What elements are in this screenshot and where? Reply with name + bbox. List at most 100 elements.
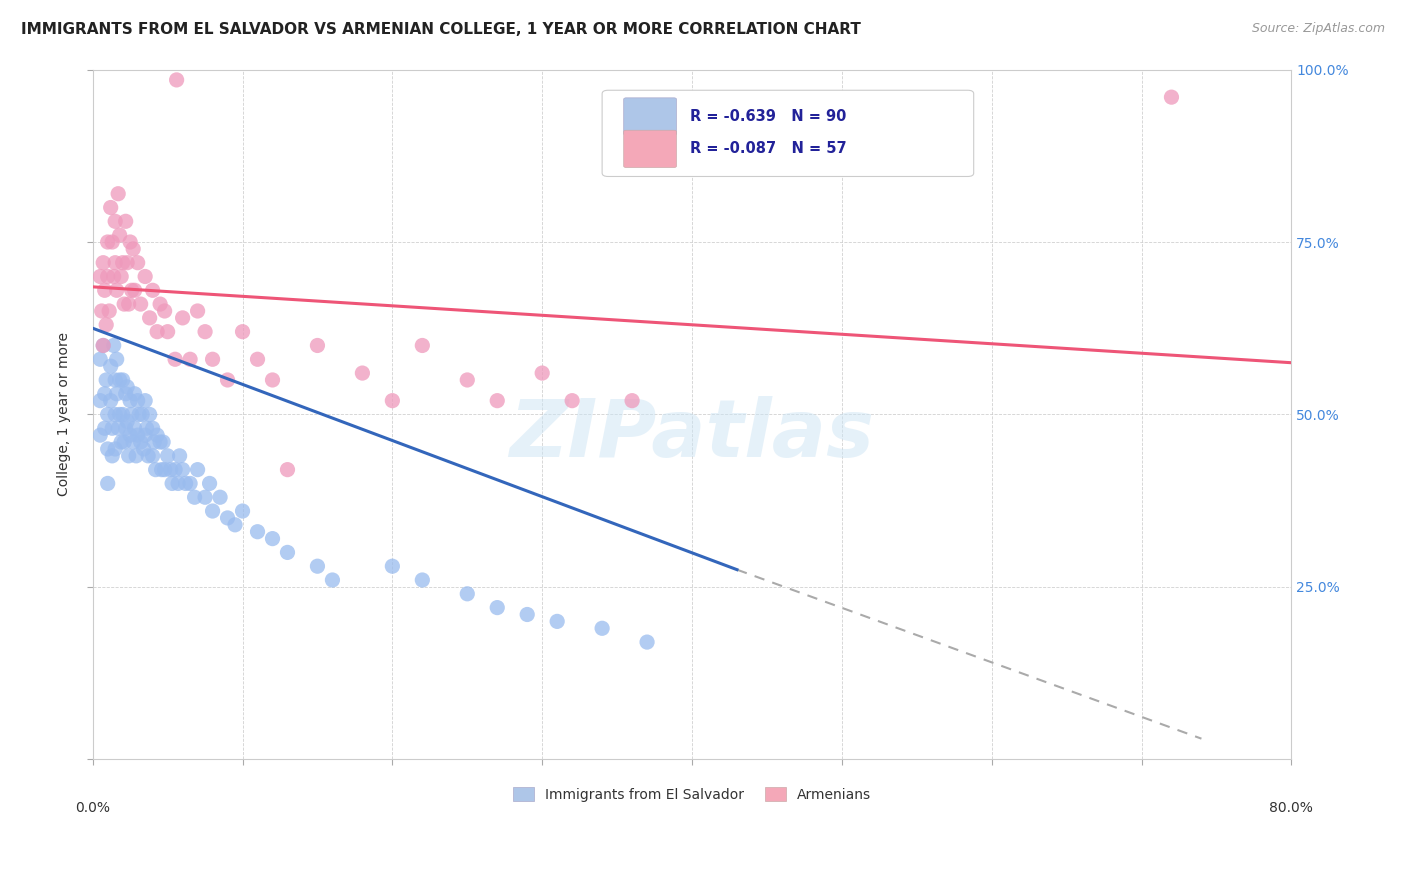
Point <box>122 242 145 256</box>
Point <box>153 304 176 318</box>
Point <box>97 408 120 422</box>
Point <box>120 393 142 408</box>
Point <box>531 366 554 380</box>
Point <box>516 607 538 622</box>
Point <box>142 283 165 297</box>
Point <box>187 462 209 476</box>
Point <box>134 269 156 284</box>
Point <box>101 449 124 463</box>
Point <box>118 449 141 463</box>
Point <box>224 517 246 532</box>
Point <box>93 421 115 435</box>
Point <box>124 421 146 435</box>
Point <box>232 504 254 518</box>
Point <box>127 256 149 270</box>
Point <box>104 442 127 456</box>
Point <box>93 283 115 297</box>
Point <box>411 338 433 352</box>
Point <box>381 393 404 408</box>
Point <box>172 310 194 325</box>
Point <box>111 373 134 387</box>
Point <box>114 421 136 435</box>
Y-axis label: College, 1 year or more: College, 1 year or more <box>58 333 72 497</box>
Point <box>127 428 149 442</box>
Point <box>172 462 194 476</box>
Point <box>179 352 201 367</box>
Point <box>101 235 124 249</box>
Point <box>107 186 129 201</box>
Point <box>97 269 120 284</box>
FancyBboxPatch shape <box>624 130 676 168</box>
Point <box>112 435 135 450</box>
Point <box>105 283 128 297</box>
Point <box>90 304 112 318</box>
Point <box>104 214 127 228</box>
Point <box>142 449 165 463</box>
Point <box>246 352 269 367</box>
Point <box>456 587 478 601</box>
Point <box>115 380 138 394</box>
Point <box>146 428 169 442</box>
Point <box>198 476 221 491</box>
Point <box>108 228 131 243</box>
Point <box>105 386 128 401</box>
Point <box>104 373 127 387</box>
Point <box>91 338 114 352</box>
Point <box>101 421 124 435</box>
Point <box>103 338 125 352</box>
Point <box>98 304 121 318</box>
Point <box>166 73 188 87</box>
Point <box>486 600 509 615</box>
Point <box>150 462 173 476</box>
Point <box>307 338 329 352</box>
Text: IMMIGRANTS FROM EL SALVADOR VS ARMENIAN COLLEGE, 1 YEAR OR MORE CORRELATION CHAR: IMMIGRANTS FROM EL SALVADOR VS ARMENIAN … <box>21 22 860 37</box>
Text: ZIPatlas: ZIPatlas <box>509 396 875 475</box>
Point <box>111 408 134 422</box>
Text: Source: ZipAtlas.com: Source: ZipAtlas.com <box>1251 22 1385 36</box>
Point <box>165 352 187 367</box>
Point <box>149 297 172 311</box>
Point <box>1160 90 1182 104</box>
Point <box>194 490 217 504</box>
Point <box>201 504 224 518</box>
Point <box>89 269 111 284</box>
Point <box>121 283 143 297</box>
Point <box>89 352 111 367</box>
Point <box>160 476 183 491</box>
Point <box>165 462 187 476</box>
Point <box>111 256 134 270</box>
Point <box>136 449 159 463</box>
Point <box>486 393 509 408</box>
Point <box>110 435 132 450</box>
Point <box>636 635 658 649</box>
Point <box>112 297 135 311</box>
Point <box>114 214 136 228</box>
Point <box>97 442 120 456</box>
Point <box>134 393 156 408</box>
Point <box>100 359 122 374</box>
Point <box>262 373 284 387</box>
Point <box>91 256 114 270</box>
Point <box>276 462 298 476</box>
Point <box>91 338 114 352</box>
Point <box>183 490 205 504</box>
Point <box>93 386 115 401</box>
Point <box>118 297 141 311</box>
Point <box>100 201 122 215</box>
Point <box>107 421 129 435</box>
Legend: Immigrants from El Salvador, Armenians: Immigrants from El Salvador, Armenians <box>508 781 876 807</box>
Point <box>131 408 153 422</box>
Point <box>321 573 343 587</box>
Point <box>135 421 157 435</box>
Text: R = -0.087   N = 57: R = -0.087 N = 57 <box>689 142 846 156</box>
Point <box>124 283 146 297</box>
Point <box>129 435 152 450</box>
Point <box>145 462 167 476</box>
Point <box>591 621 613 635</box>
Point <box>120 428 142 442</box>
Point <box>276 545 298 559</box>
Point <box>142 421 165 435</box>
Point <box>156 449 179 463</box>
Point <box>194 325 217 339</box>
Point <box>167 476 190 491</box>
